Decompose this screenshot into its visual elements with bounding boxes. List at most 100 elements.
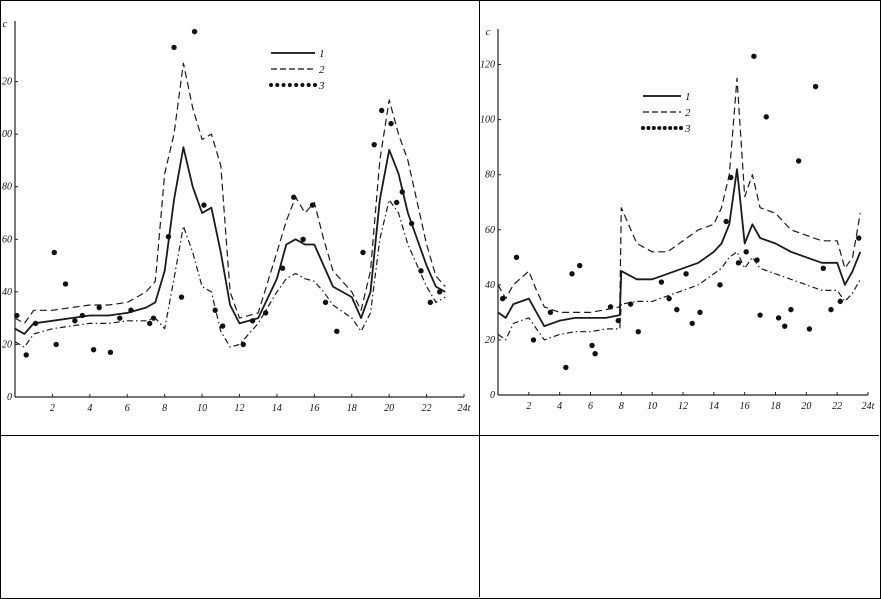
legend-swatch-dot [287,83,292,87]
data-point [763,114,769,120]
data-point [79,312,86,319]
legend-swatch-dot [306,83,311,87]
data-point [812,83,819,90]
data-point [418,268,424,274]
series-line-3 [497,251,861,341]
data-point [240,341,246,348]
data-point [775,315,782,321]
data-point [735,260,742,266]
data-point [300,236,306,242]
y-tick-label: 60 [2,234,12,245]
data-point [360,249,366,256]
data-point [563,364,569,371]
y-axis-label: c [3,18,8,30]
data-point [322,299,329,306]
data-point [128,307,134,313]
data-point [117,315,123,321]
x-tick-label: 12 [678,401,688,412]
data-point [658,279,665,285]
legend-swatch-dot [673,126,678,130]
y-tick-label: 20 [485,335,495,346]
data-point [212,307,218,313]
data-point [674,306,680,313]
data-point [627,301,634,307]
x-tick-label: 6 [588,401,593,412]
y-tick-label: 100 [480,115,495,126]
data-point [577,262,583,269]
data-point [795,158,802,164]
x-tick-label: 22 [422,403,432,414]
data-point [147,320,153,327]
data-point [427,299,434,306]
y-tick-label: 20 [2,339,12,350]
data-point [607,304,614,310]
data-point [72,318,78,324]
data-point [32,320,39,327]
y-tick-label: 40 [2,287,12,298]
column-divider [479,0,480,597]
series-line-2 [14,62,446,324]
x-tick-label: 4 [557,401,562,412]
x-tick-label: 10 [197,403,207,414]
x-tick-label: 8 [162,403,167,414]
legend-swatch-dot [275,83,280,87]
legend-swatch-dot [294,83,299,87]
data-point [723,218,729,225]
legend-swatch-dot [281,83,286,87]
series-line-2 [497,77,861,313]
data-point [279,265,286,271]
data-point [635,328,641,335]
data-point [90,346,97,353]
x-tick-label: 4 [87,403,92,414]
x-tick-label: 24t [862,401,875,412]
data-point [820,265,826,272]
x-tick-label: 16 [740,401,750,412]
data-point [499,295,506,302]
x-tick-label: 10 [647,401,657,412]
y-axis-label: c [486,26,491,38]
x-tick-label: 12 [235,403,245,414]
data-point [689,320,695,327]
data-point [96,304,102,311]
data-point [262,310,269,316]
data-point [249,318,256,324]
data-point [165,233,172,240]
data-point [530,337,537,343]
data-point [53,341,59,348]
data-point [837,298,843,305]
x-tick-label: 14 [709,401,719,412]
data-point [371,141,377,148]
data-point [150,315,157,321]
x-tick-label: 8 [619,401,624,412]
data-point [751,53,757,59]
data-point [728,174,734,181]
legend-swatch-dot [657,126,662,130]
data-point [717,282,723,288]
x-tick-label: 16 [309,403,319,414]
data-point [107,349,114,356]
x-tick-label: 18 [771,401,781,412]
data-point [788,306,794,313]
data-point [828,306,834,313]
x-tick-label: 2 [50,403,55,414]
legend-label: 1 [685,91,691,103]
data-point [856,235,862,241]
data-point [806,326,813,332]
legend-label: 2 [319,64,325,76]
data-point [589,342,595,349]
data-point [697,309,703,316]
data-point [309,202,316,208]
x-tick-label: 18 [347,403,357,414]
data-point [178,294,185,300]
legend-swatch-dot [313,83,317,87]
y-tick-label: 40 [485,280,495,291]
data-point [547,309,554,316]
data-point [219,323,226,329]
x-tick-label: 20 [801,401,811,412]
legend-swatch-dot [300,83,305,87]
row-divider [0,435,879,436]
data-point [23,352,29,358]
legend-label: 2 [685,107,691,119]
